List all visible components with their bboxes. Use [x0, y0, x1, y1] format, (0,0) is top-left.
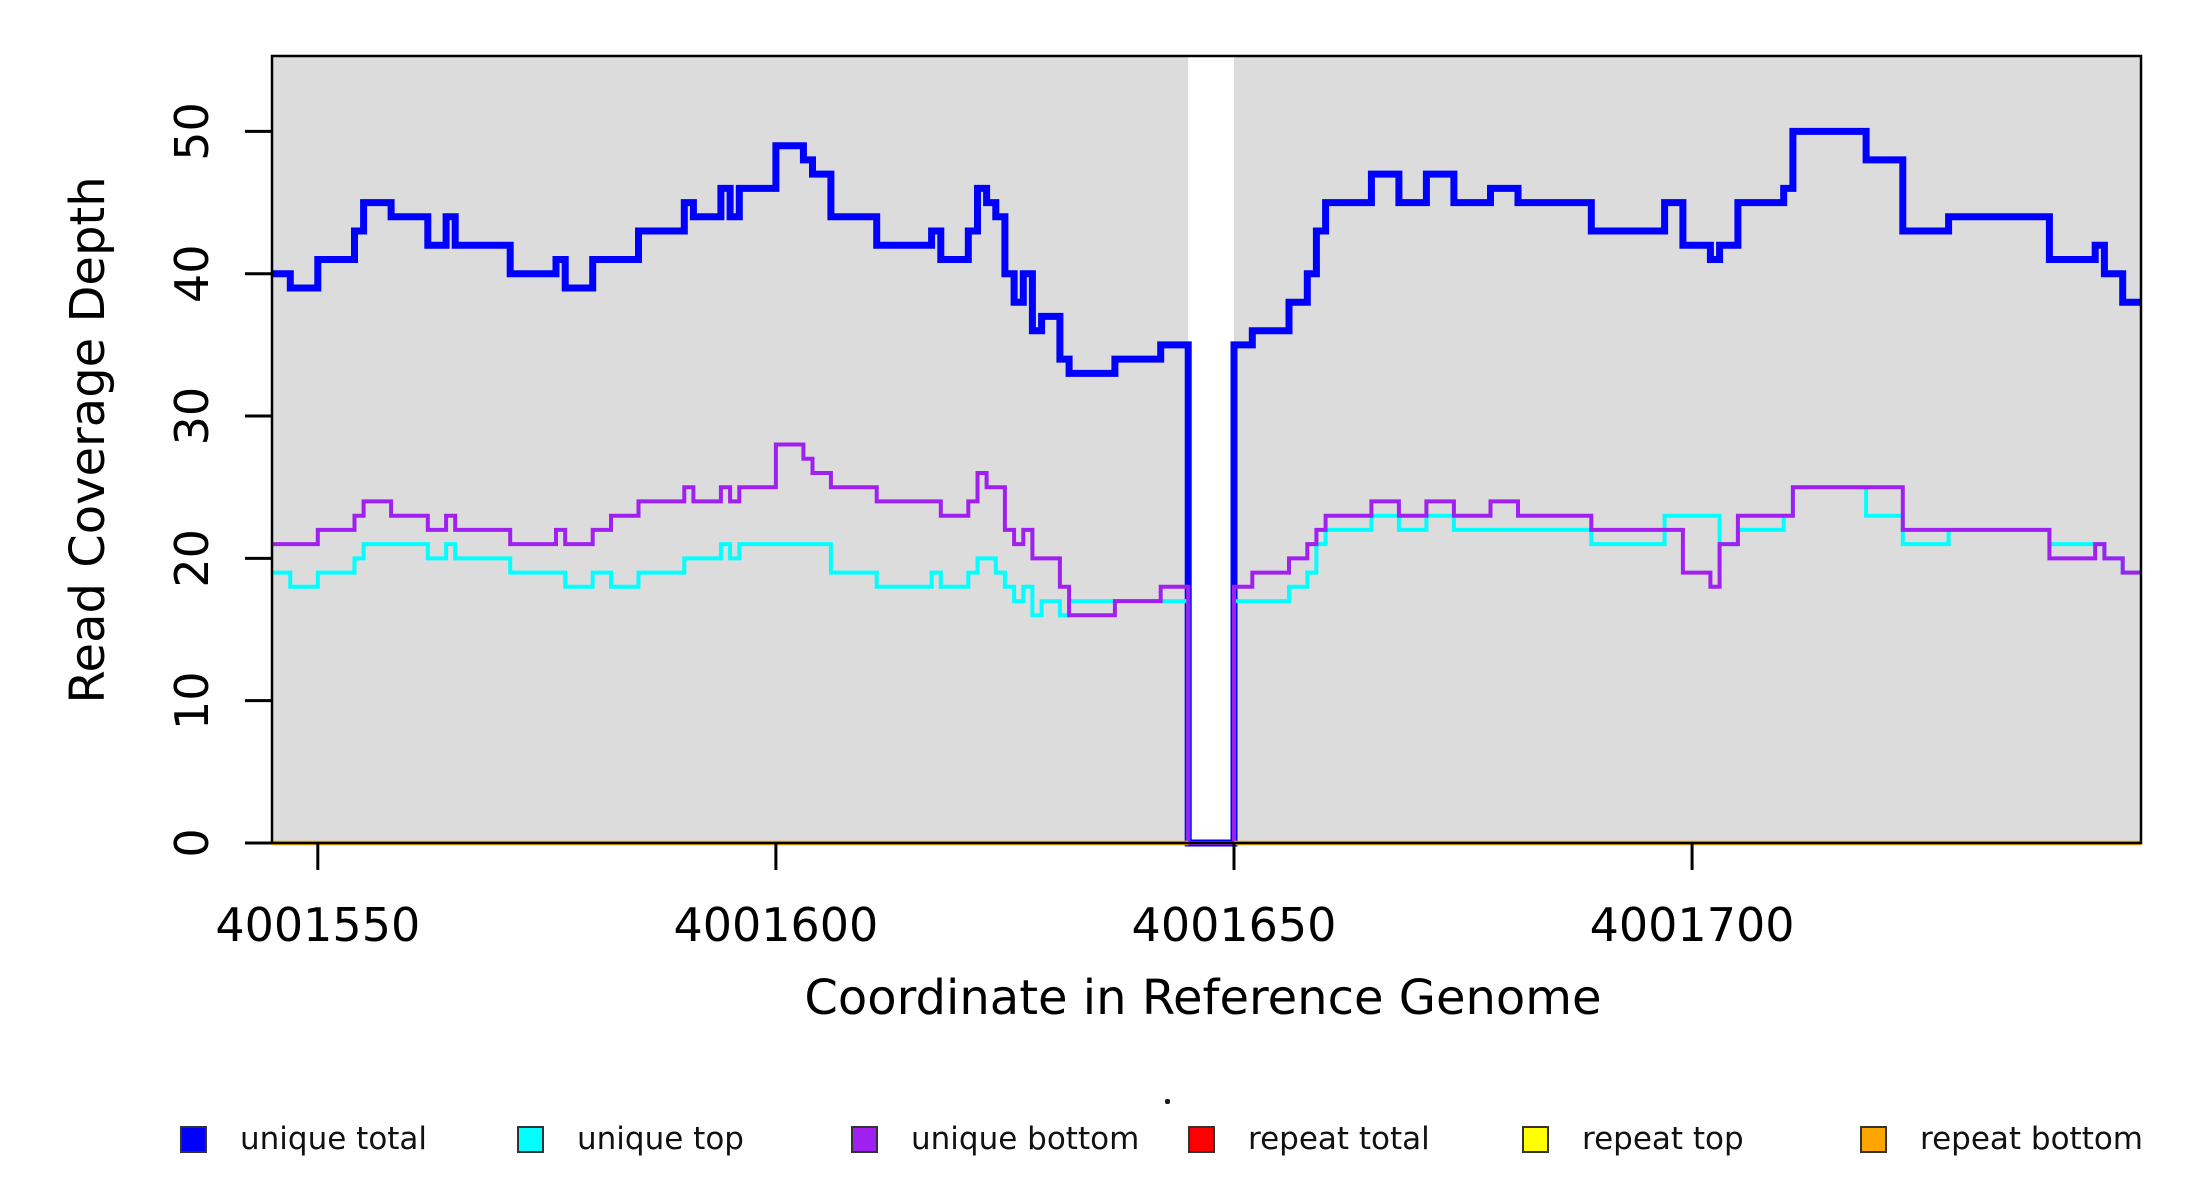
x-axis-title: Coordinate in Reference Genome: [804, 970, 1601, 1026]
y-axis-ticks: 0 10 20 30 40 50: [165, 102, 272, 858]
legend-item-repeat-bottom: repeat bottom: [1860, 1121, 2144, 1157]
plot-background: [272, 56, 2141, 843]
legend-label: unique top: [577, 1121, 744, 1157]
legend-label: unique total: [240, 1121, 428, 1157]
repeat-top-swatch-icon: [1522, 1125, 1549, 1153]
legend-item-repeat-top: repeat top: [1522, 1121, 1744, 1157]
x-tick-label: 4001550: [215, 898, 420, 952]
plot-border: [270, 54, 2143, 845]
legend-label: repeat bottom: [1920, 1121, 2144, 1157]
plot-frame: [270, 54, 2143, 845]
legend-item-unique-bottom: unique bottom: [851, 1121, 1140, 1157]
series-line-unique-bottom: [272, 442, 2141, 845]
coverage-gap-band: [1188, 56, 1234, 841]
stray-dot-mark: [1165, 1099, 1170, 1104]
series-line-unique-total: [272, 127, 2141, 847]
y-tick-label: 20: [165, 529, 219, 588]
x-axis-ticks: 4001550 4001600 4001650 4001700: [215, 843, 1795, 952]
legend-label: repeat top: [1582, 1121, 1744, 1157]
legend-item-repeat-total: repeat total: [1188, 1121, 1430, 1157]
unique-bottom-swatch-icon: [851, 1125, 878, 1153]
legend-item-unique-top: unique top: [517, 1121, 744, 1157]
unique-total-swatch-icon: [180, 1125, 207, 1153]
y-tick-label: 10: [165, 671, 219, 730]
unique-top-swatch-icon: [517, 1125, 544, 1153]
legend-label: unique bottom: [911, 1121, 1140, 1157]
y-axis-title: Read Coverage Depth: [60, 176, 116, 703]
x-tick-label: 4001600: [673, 898, 878, 952]
repeat-total-swatch-icon: [1188, 1125, 1215, 1153]
repeat-bottom-swatch-icon: [1860, 1125, 1887, 1153]
y-tick-label: 50: [165, 102, 219, 161]
x-tick-label: 4001700: [1590, 898, 1795, 952]
legend-item-unique-total: unique total: [180, 1121, 428, 1157]
legend-label: repeat total: [1248, 1121, 1430, 1157]
y-tick-label: 40: [165, 244, 219, 303]
y-tick-label: 30: [165, 387, 219, 446]
x-tick-label: 4001650: [1132, 898, 1337, 952]
y-tick-label: 0: [165, 828, 219, 857]
